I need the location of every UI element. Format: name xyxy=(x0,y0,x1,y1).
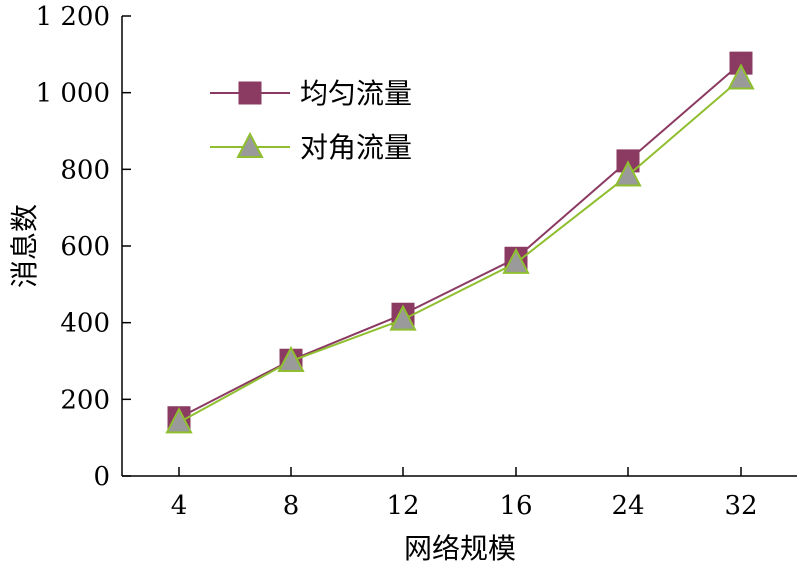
y-tick-label: 400 xyxy=(60,309,110,339)
data-point-marker xyxy=(165,407,193,434)
axes xyxy=(121,16,797,477)
series-line xyxy=(178,77,742,424)
y-axis-title: 消息数 xyxy=(8,204,41,288)
series-2 xyxy=(165,63,755,434)
x-ticks: 4 8 12 16 24 32 xyxy=(171,467,758,521)
legend-label: 均匀流量 xyxy=(300,77,412,110)
data-point-marker xyxy=(502,247,530,274)
data-point-marker xyxy=(389,304,417,331)
legend-marker xyxy=(236,131,264,158)
y-tick-label: 0 xyxy=(93,462,110,492)
data-point-marker xyxy=(277,345,305,372)
x-tick-label: 8 xyxy=(283,491,300,521)
data-point-marker xyxy=(727,63,755,90)
x-tick-label: 4 xyxy=(171,491,188,521)
legend-marker xyxy=(238,81,262,105)
x-tick-label: 32 xyxy=(724,491,757,521)
legend-label: 对角流量 xyxy=(300,131,412,164)
x-axis-title: 网络规模 xyxy=(404,532,516,565)
y-tick-label: 1 000 xyxy=(36,79,110,109)
series-group xyxy=(165,51,755,434)
x-tick-label: 12 xyxy=(386,491,419,521)
legend-item: 均匀流量 xyxy=(210,77,412,110)
y-ticks: 0 200 400 600 800 1 000 1 200 xyxy=(36,2,131,492)
x-tick-label: 16 xyxy=(499,491,532,521)
legend-item: 对角流量 xyxy=(210,131,412,164)
y-tick-label: 800 xyxy=(60,155,110,185)
y-tick-label: 600 xyxy=(60,232,110,262)
y-tick-label: 200 xyxy=(60,385,110,415)
y-tick-label: 1 200 xyxy=(36,2,110,32)
series-line xyxy=(178,62,742,419)
data-point-marker xyxy=(614,160,642,187)
series-1 xyxy=(167,51,753,430)
x-tick-label: 24 xyxy=(611,491,644,521)
